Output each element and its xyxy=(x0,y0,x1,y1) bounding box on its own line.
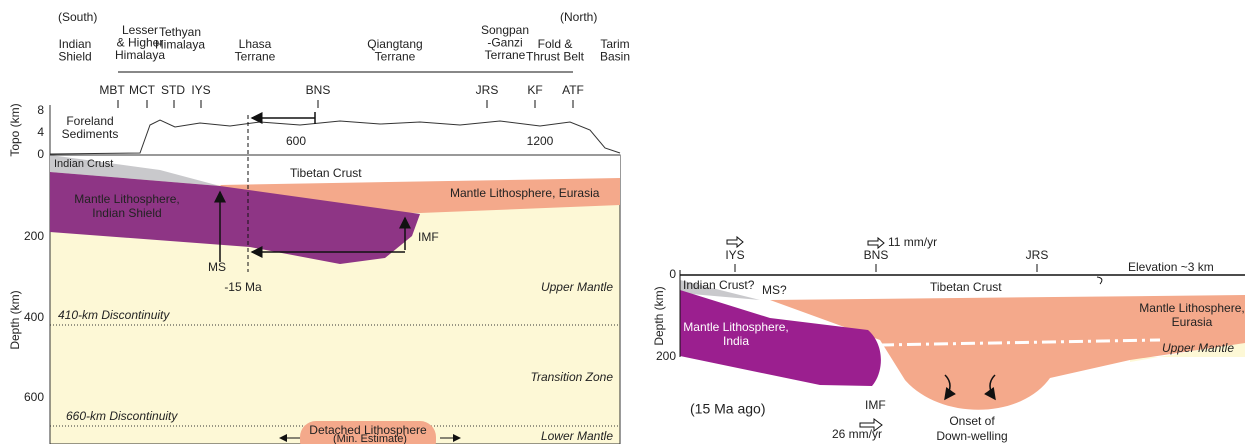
label: MS? xyxy=(762,283,787,297)
label: Tibetan Crust xyxy=(930,280,1002,294)
axis-title: Depth (km) xyxy=(652,286,666,345)
fault-label: JRS xyxy=(476,83,499,97)
label: Mantle Lithosphere, xyxy=(1139,301,1244,315)
label: (Min. Estimate) xyxy=(333,433,407,444)
left-section xyxy=(50,72,620,444)
region-label: Shield xyxy=(58,50,91,64)
tick-label: 600 xyxy=(24,390,44,404)
leader xyxy=(1097,277,1102,284)
label: Lower Mantle xyxy=(541,429,613,443)
page: (South) (North) IndianShieldLesser& High… xyxy=(0,0,1252,444)
label: Indian Crust xyxy=(54,158,113,170)
rate-label: 11 mm/yr xyxy=(888,235,937,249)
region-label: Thrust Belt xyxy=(526,50,585,64)
fault-label: KF xyxy=(527,83,542,97)
fault-arrows xyxy=(118,72,573,108)
fault-label: MBT xyxy=(99,83,125,97)
label: Upper Mantle xyxy=(541,280,613,294)
label: Mantle Lithosphere, Eurasia xyxy=(450,186,600,200)
label: Transition Zone xyxy=(531,370,614,384)
tick-label: 200 xyxy=(656,349,676,363)
tick-label: 200 xyxy=(24,229,44,243)
label: Onset of xyxy=(949,414,995,428)
fault-label: IYS xyxy=(191,83,210,97)
label: -15 Ma xyxy=(224,280,262,294)
region-label: Terrane xyxy=(485,48,526,62)
label: Indian Shield xyxy=(92,206,161,220)
region-label: Himalaya xyxy=(155,38,205,52)
label: Indian Crust? xyxy=(683,278,755,292)
tick-label: 0 xyxy=(669,267,676,281)
motion-arrow xyxy=(868,238,884,248)
fault-label: BNS xyxy=(864,248,889,262)
fault-label: ATF xyxy=(562,83,584,97)
tick-label: 400 xyxy=(24,310,44,324)
region-label: Terrane xyxy=(375,50,416,64)
label: Down-welling xyxy=(936,429,1007,443)
label: 660-km Discontinuity xyxy=(66,409,178,423)
diagram: (South) (North) IndianShieldLesser& High… xyxy=(0,0,1252,444)
region-label: Terrane xyxy=(235,50,276,64)
label: Upper Mantle xyxy=(1162,341,1234,355)
label: Mantle Lithosphere, xyxy=(683,320,788,334)
tick-label: 8 xyxy=(37,103,44,117)
label: 410-km Discontinuity xyxy=(58,308,170,322)
label: Sediments xyxy=(62,127,119,141)
fault-label: BNS xyxy=(306,83,331,97)
fault-label: JRS xyxy=(1026,248,1049,262)
axis-title: Topo (km) xyxy=(8,103,22,156)
rate-label: 26 mm/yr xyxy=(832,427,882,441)
tick-label: 600 xyxy=(286,134,306,148)
label: IMF xyxy=(418,230,439,244)
label: Foreland xyxy=(66,114,113,128)
label: (South) xyxy=(58,10,97,24)
label: MS xyxy=(208,260,226,274)
motion-arrow xyxy=(727,237,743,247)
label: Eurasia xyxy=(1172,315,1213,329)
region-label: Basin xyxy=(600,50,630,64)
label: (15 Ma ago) xyxy=(690,401,765,417)
fault-labels: MBT MCT STD IYS BNS JRS KF ATF xyxy=(99,83,584,97)
label: India xyxy=(723,334,749,348)
label: Tibetan Crust xyxy=(290,166,362,180)
tick-label: 1200 xyxy=(527,134,554,148)
fault-label: IYS xyxy=(725,248,744,262)
fault-label: MCT xyxy=(129,83,156,97)
axis-title: Depth (km) xyxy=(8,290,22,349)
tick-label: 0 xyxy=(37,147,44,161)
label: IMF xyxy=(865,398,886,412)
label: Mantle Lithosphere, xyxy=(74,192,179,206)
fault-label: STD xyxy=(161,83,185,97)
tick-label: 4 xyxy=(37,125,44,139)
label: Elevation ~3 km xyxy=(1128,260,1214,274)
label: (North) xyxy=(560,10,597,24)
